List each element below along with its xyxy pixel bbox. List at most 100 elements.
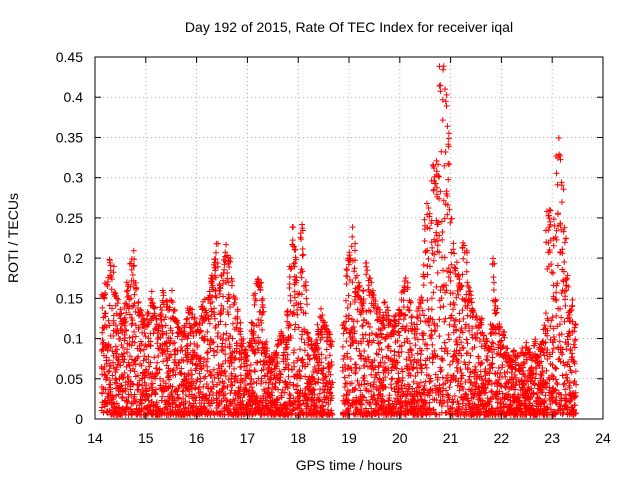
data-point [433,184,440,191]
data-point [317,305,324,312]
data-point [171,306,178,313]
data-point [385,370,392,377]
data-point [216,291,223,298]
x-tick-label: 18 [290,430,306,446]
x-tick-labels: 14 15 16 17 18 19 20 21 22 23 24 [87,430,611,446]
data-point [168,287,175,294]
data-point [482,385,489,392]
data-point [300,251,307,258]
data-point [345,315,352,322]
data-point [245,372,252,379]
data-point [213,294,220,301]
data-point [406,354,413,361]
data-point [439,283,446,290]
data-point [386,392,393,399]
data-point [427,378,434,385]
data-point [500,404,507,411]
data-point [551,364,558,371]
data-point [153,365,160,372]
data-point [209,339,216,346]
data-point [404,363,411,370]
data-point [396,332,403,339]
data-point [526,353,533,360]
data-point [435,161,442,168]
data-point [206,320,213,327]
data-point [253,380,260,387]
data-point [204,328,211,335]
data-point [217,284,224,291]
data-point [446,206,453,213]
data-point [325,334,332,341]
data-point [542,227,549,234]
data-point [428,331,435,338]
data-point [553,236,560,243]
data-point [346,249,353,256]
data-point [445,176,452,183]
data-point [463,336,470,343]
data-point [364,267,371,274]
data-point [154,403,161,410]
data-point [223,279,230,286]
data-point [298,336,305,343]
data-point [292,321,299,328]
data-point [340,330,347,337]
data-point [192,384,199,391]
data-point [426,322,433,329]
data-point [433,283,440,290]
data-point [459,329,466,336]
data-point [251,301,258,308]
data-point [455,272,462,279]
data-point [455,291,462,298]
data-point [528,385,535,392]
data-point [236,388,243,395]
data-point [151,312,158,319]
data-point [385,307,392,314]
data-point [214,260,221,267]
data-point [224,397,231,404]
data-point [442,149,449,156]
data-point [211,352,218,359]
data-point [134,387,141,394]
data-point [189,360,196,367]
data-point [131,391,138,398]
data-point [242,347,249,354]
data-point [282,405,289,412]
data-point [283,361,290,368]
data-point [229,335,236,342]
data-point [104,393,111,400]
data-point [217,408,224,415]
data-point [152,375,159,382]
data-point [258,377,265,384]
data-point [300,359,307,366]
data-point [296,290,303,297]
data-point [278,394,285,401]
data-point [405,372,412,379]
data-point [445,135,452,142]
data-point [440,303,447,310]
data-point [387,404,394,411]
data-point [197,378,204,385]
data-point [136,407,143,414]
data-point [287,322,294,329]
data-point [323,338,330,345]
data-point [259,304,266,311]
data-point [412,342,419,349]
data-point [98,407,105,414]
data-point [110,396,117,403]
data-point [430,289,437,296]
data-point [367,275,374,282]
data-point [436,195,443,202]
data-point [151,305,158,312]
data-point [542,384,549,391]
data-point [187,383,194,390]
data-point [394,337,401,344]
data-point [420,262,427,269]
data-point [405,306,412,313]
data-point [294,311,301,318]
data-point [106,259,113,266]
data-point [439,357,446,364]
data-point [496,330,503,337]
y-tick-label: 0 [75,411,83,427]
data-point [398,289,405,296]
